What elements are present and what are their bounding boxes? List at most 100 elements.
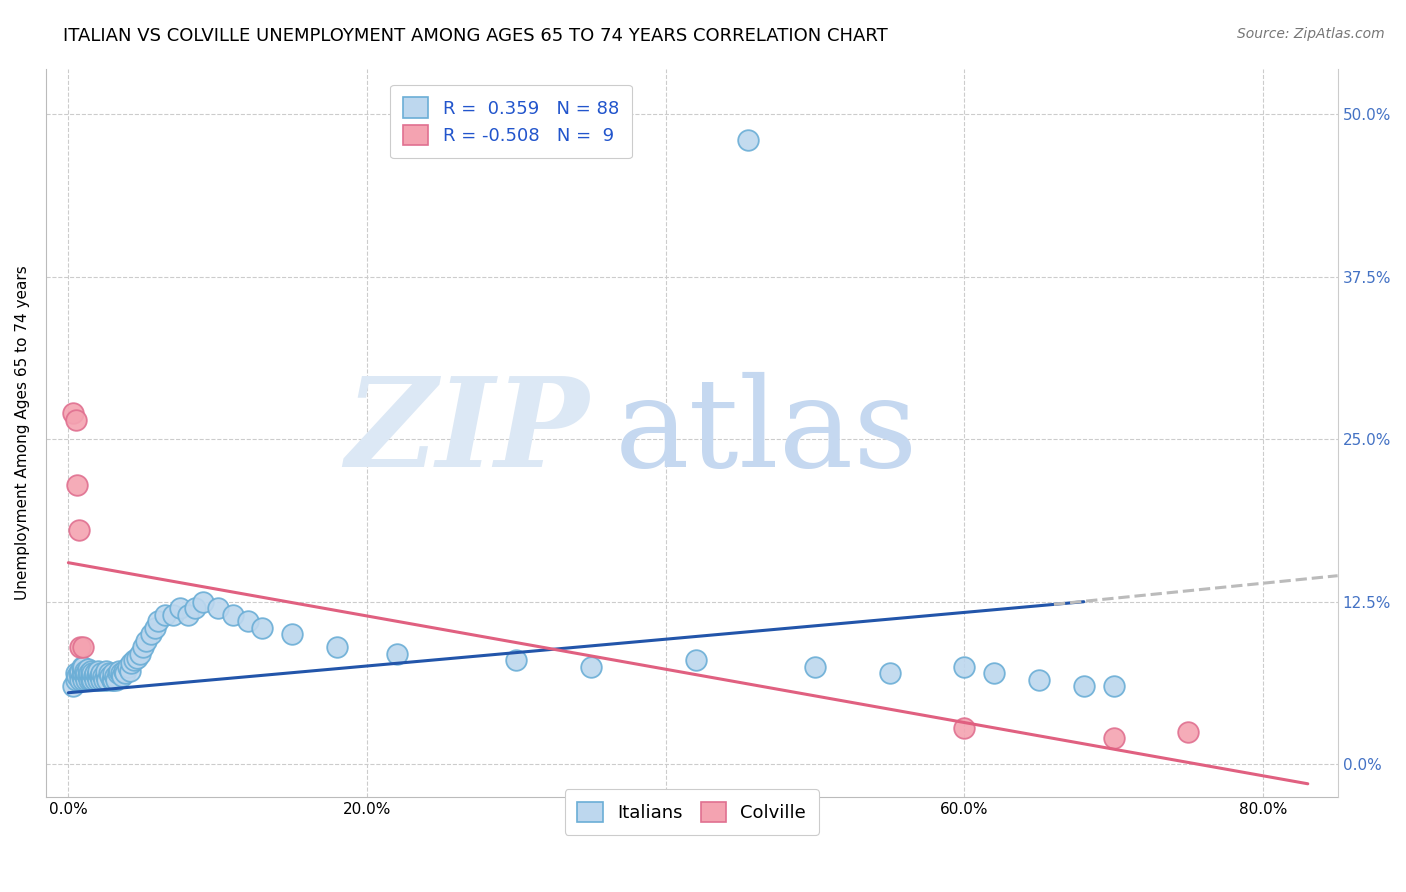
Point	[155, 607, 177, 622]
Point	[117, 659, 139, 673]
Point	[111, 669, 134, 683]
Point	[953, 721, 976, 735]
Point	[100, 673, 122, 687]
Point	[236, 614, 259, 628]
Point	[101, 666, 124, 681]
Point	[65, 412, 87, 426]
Point	[73, 669, 96, 683]
Point	[80, 669, 103, 683]
Point	[184, 601, 207, 615]
Point	[685, 653, 707, 667]
Point	[82, 673, 104, 687]
Y-axis label: Unemployment Among Ages 65 to 74 years: Unemployment Among Ages 65 to 74 years	[15, 265, 30, 600]
Point	[139, 627, 162, 641]
Point	[72, 659, 94, 673]
Point	[221, 607, 243, 622]
Point	[94, 669, 117, 683]
Point	[84, 666, 107, 681]
Point	[66, 477, 89, 491]
Point	[80, 664, 103, 678]
Point	[1102, 679, 1125, 693]
Point	[76, 669, 98, 683]
Point	[76, 662, 98, 676]
Point	[129, 647, 152, 661]
Point	[96, 673, 118, 687]
Point	[98, 669, 121, 683]
Point	[804, 659, 827, 673]
Point	[169, 601, 191, 615]
Point	[70, 669, 93, 683]
Point	[90, 666, 112, 681]
Point	[62, 679, 84, 693]
Point	[385, 647, 408, 661]
Point	[146, 614, 169, 628]
Point	[191, 595, 214, 609]
Point	[1073, 679, 1095, 693]
Text: ZIP: ZIP	[344, 372, 589, 493]
Point	[87, 666, 110, 681]
Text: atlas: atlas	[614, 372, 918, 493]
Point	[69, 664, 91, 678]
Point	[75, 666, 97, 681]
Point	[104, 669, 127, 683]
Point	[84, 673, 107, 687]
Point	[91, 669, 114, 683]
Point	[107, 666, 129, 681]
Text: ITALIAN VS COLVILLE UNEMPLOYMENT AMONG AGES 65 TO 74 YEARS CORRELATION CHART: ITALIAN VS COLVILLE UNEMPLOYMENT AMONG A…	[63, 27, 889, 45]
Point	[1028, 673, 1050, 687]
Point	[132, 640, 155, 655]
Point	[97, 666, 120, 681]
Point	[90, 673, 112, 687]
Point	[86, 669, 108, 683]
Point	[120, 656, 142, 670]
Point	[80, 673, 103, 687]
Point	[72, 640, 94, 655]
Point	[75, 673, 97, 687]
Point	[953, 659, 976, 673]
Point	[125, 650, 148, 665]
Point	[252, 621, 274, 635]
Point	[326, 640, 349, 655]
Point	[62, 406, 84, 420]
Point	[65, 666, 87, 681]
Point	[135, 633, 157, 648]
Point	[77, 673, 100, 687]
Point	[101, 673, 124, 687]
Point	[67, 523, 90, 537]
Point	[73, 664, 96, 678]
Point	[737, 133, 759, 147]
Point	[162, 607, 184, 622]
Point	[69, 673, 91, 687]
Point	[579, 659, 602, 673]
Point	[879, 666, 901, 681]
Point	[72, 666, 94, 681]
Legend: Italians, Colville: Italians, Colville	[565, 789, 818, 835]
Point	[67, 666, 90, 681]
Point	[83, 669, 105, 683]
Point	[122, 653, 145, 667]
Point	[177, 607, 200, 622]
Point	[66, 669, 89, 683]
Point	[65, 673, 87, 687]
Point	[114, 666, 136, 681]
Point	[108, 664, 131, 678]
Point	[93, 673, 115, 687]
Text: Source: ZipAtlas.com: Source: ZipAtlas.com	[1237, 27, 1385, 41]
Point	[94, 664, 117, 678]
Point	[118, 664, 141, 678]
Point	[1102, 731, 1125, 746]
Point	[82, 666, 104, 681]
Point	[72, 673, 94, 687]
Point	[105, 673, 128, 687]
Point	[87, 673, 110, 687]
Point	[77, 666, 100, 681]
Point	[143, 621, 166, 635]
Point	[112, 664, 135, 678]
Point	[207, 601, 229, 615]
Point	[89, 669, 111, 683]
Point	[983, 666, 1005, 681]
Point	[1177, 724, 1199, 739]
Point	[110, 666, 132, 681]
Point	[70, 659, 93, 673]
Point	[69, 640, 91, 655]
